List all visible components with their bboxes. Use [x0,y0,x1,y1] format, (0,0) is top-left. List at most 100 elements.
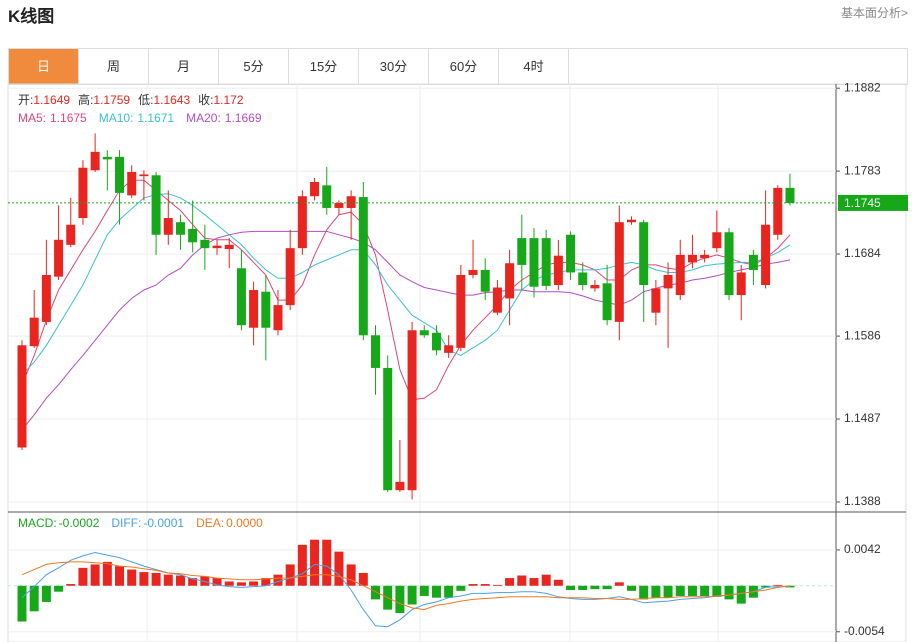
macd-bar [541,574,551,586]
macd-bar [468,584,478,586]
candle-body [444,345,454,353]
candle-body [651,288,661,313]
period-tab[interactable]: 30分 [359,49,429,84]
macd-bar [407,585,417,605]
macd-bar [212,578,222,586]
candle-body [371,335,381,368]
legend-text: 1.1649 [33,93,70,107]
candle-body [151,175,161,235]
period-tab[interactable]: 15分 [289,49,359,84]
fundamental-link[interactable]: 基本面分析> [840,6,908,20]
macd-bar [456,585,466,591]
macd-bar [724,585,734,600]
period-tab[interactable]: 周 [79,49,149,84]
legend-text: MA20: [186,111,221,125]
macd-bar [29,585,39,612]
macd-bar [310,539,320,586]
candle-body [54,239,64,277]
macd-bar [297,544,307,586]
macd-bar [322,539,332,586]
macd-bar [127,569,137,586]
macd-bar [505,578,515,586]
candle-body [41,274,51,322]
last-price-box [838,194,908,211]
macd-bar [773,584,783,586]
candle-body [188,228,198,243]
candle-body [236,268,246,326]
macd-bar [115,566,125,586]
macd-bar [627,585,636,591]
ohlc-info: 开:1.1649 高:1.1759 低:1.1643 收:1.172 [18,92,244,107]
legend-text: 开: [18,93,33,107]
macd-bar [419,585,429,596]
candle-body [419,330,429,336]
legend-text: 1.1759 [93,93,130,107]
macd-bar [358,572,368,586]
period-tab[interactable]: 5分 [219,49,289,84]
macd-bar [480,584,490,586]
candle-body [578,272,588,286]
candle-body [297,196,307,249]
macd-bar [431,585,441,598]
legend-text: 高: [78,92,93,107]
macd-bar [78,567,88,586]
candle-body [102,156,112,160]
legend-text: 0.0000 [226,516,263,530]
macd-bar [517,575,527,586]
page-title: K线图 [8,7,55,26]
y-tick-label: 0.0042 [844,542,881,556]
period-tab[interactable]: 60分 [429,49,499,84]
candle-body [748,254,758,270]
macd-bar [261,578,271,586]
candle-body [675,254,685,296]
macd-bar [346,564,356,586]
macd-bar [17,585,27,622]
candle-body [553,255,563,286]
macd-bar [700,585,710,596]
legend-text: DIFF: [111,516,141,530]
macd-line [21,561,791,611]
macd-bar [371,585,381,600]
candle-body [163,218,173,235]
last-price-label: 1.1745 [844,196,881,210]
candle-body [700,254,710,259]
ma-line [21,193,791,375]
period-tab[interactable]: 日 [9,49,79,84]
period-tab[interactable]: 4时 [499,49,569,84]
candle-body [17,345,27,448]
candle-body [614,222,624,322]
macd-bar [175,575,185,586]
macd-legend: MACD: -0.0002 DIFF: -0.0001 DEA: 0.0000 [18,516,263,530]
macd-bar [761,585,771,588]
candle-body [78,167,88,219]
candle-body [468,269,478,275]
macd-bar [236,582,246,586]
candle-body [492,287,502,313]
legend-text: 1.172 [213,93,243,107]
macd-bar [102,561,112,586]
candle-body [529,238,539,287]
macd-bar [163,574,173,586]
candle-body [285,248,295,306]
legend-text: MA10: [99,111,134,125]
candle-body [602,283,612,321]
macd-bar [687,585,697,596]
macd-bar [566,585,576,591]
legend-text: 1.1671 [137,111,174,125]
candle-body [712,232,722,249]
y-tick-label: 1.1586 [844,328,881,342]
legend-text: 低: [138,93,153,107]
candle-body [66,224,76,245]
macd-bar [590,585,600,590]
macd-bar [188,578,198,586]
period-tab[interactable]: 月 [149,49,219,84]
candle-body [687,254,697,263]
candle-body [627,219,636,223]
candle-body [785,187,795,203]
candle-body [383,367,393,491]
legend-text: DEA: [196,516,224,530]
legend-text: 1.1675 [50,111,87,125]
macd-bar [395,585,405,614]
candle-body [566,234,576,273]
macd-bar [553,579,563,586]
